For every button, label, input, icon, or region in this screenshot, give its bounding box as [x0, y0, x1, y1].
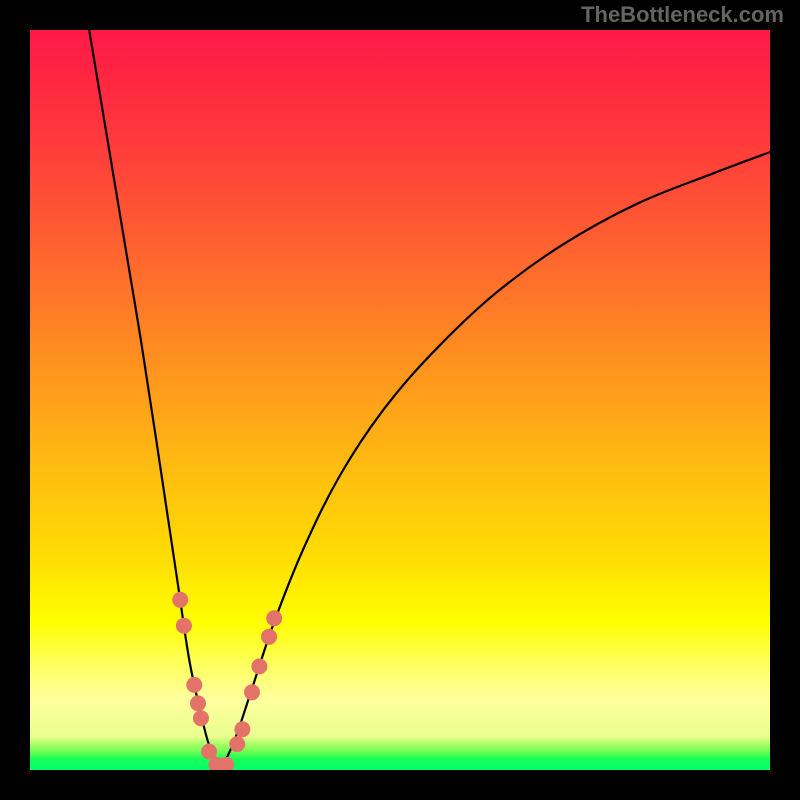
- bottleneck-curve-chart: [30, 30, 770, 770]
- chart-container: TheBottleneck.com: [0, 0, 800, 800]
- watermark-text: TheBottleneck.com: [581, 2, 784, 28]
